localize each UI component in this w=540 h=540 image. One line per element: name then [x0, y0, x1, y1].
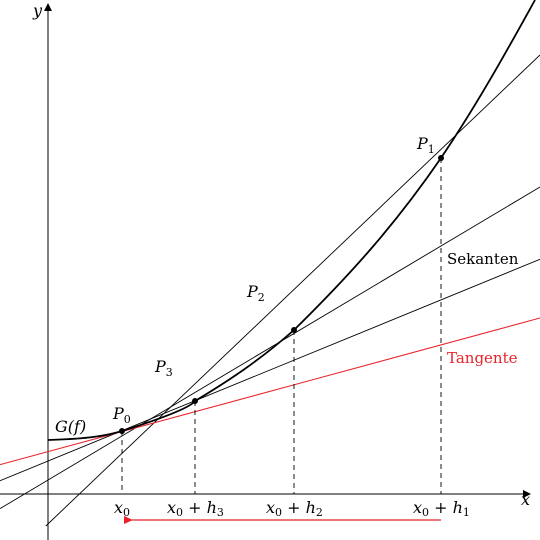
curve-label: G(f)	[55, 417, 86, 436]
tick-label-x0-h2: x0 + h2	[266, 498, 323, 519]
point-p0-label: P0	[112, 404, 131, 426]
secant-line-p2	[0, 186, 540, 509]
point-p2-dot	[291, 327, 297, 333]
point-p1-dot	[438, 155, 444, 161]
point-p3-label: P3	[154, 357, 173, 379]
point-p1-label: P1	[416, 134, 435, 156]
secant-line-p1	[45, 54, 540, 527]
point-p2-label: P2	[246, 282, 265, 304]
tangent-line	[0, 317, 540, 466]
tick-label-x0-h1: x0 + h1	[413, 498, 470, 519]
secant-line-p3	[0, 258, 540, 482]
tick-label-x0-h3: x0 + h3	[167, 498, 224, 519]
tick-label-x0: x0	[114, 498, 130, 519]
x-axis-label: x	[521, 490, 530, 509]
point-p0-dot	[119, 428, 125, 434]
secant-label: Sekanten	[447, 250, 519, 268]
function-graph	[47, 0, 536, 441]
tangent-label: Tangente	[447, 349, 518, 367]
point-p3-dot	[192, 398, 198, 404]
y-axis-label: y	[32, 1, 43, 20]
